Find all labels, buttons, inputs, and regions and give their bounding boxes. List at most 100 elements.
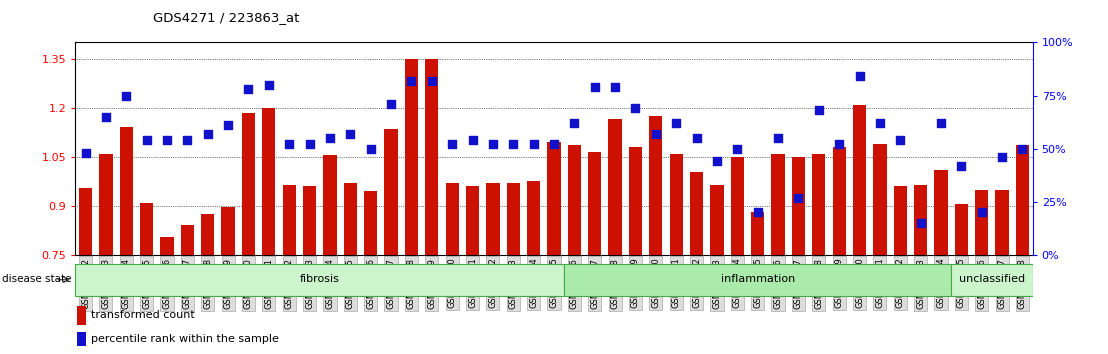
Point [545,142,563,147]
Text: fibrosis: fibrosis [300,274,340,284]
Bar [161,237,174,255]
Point [219,122,237,128]
Bar [771,154,784,255]
Bar [527,181,541,255]
Text: transformed count: transformed count [91,310,195,320]
Bar [873,144,886,255]
Bar [1016,145,1029,255]
Bar [263,108,276,255]
Point [260,82,278,88]
Text: percentile rank within the sample: percentile rank within the sample [91,334,279,344]
Bar [955,204,968,255]
Point [728,146,746,152]
Text: inflammation: inflammation [720,274,794,284]
Bar [547,142,561,255]
Text: disease state: disease state [2,274,72,284]
Bar [751,212,765,255]
Bar [995,189,1008,255]
Bar [202,214,214,255]
Bar [343,183,357,255]
Point [830,142,848,147]
Point [586,84,604,90]
Bar [78,306,85,325]
Point [198,131,216,137]
Point [606,84,624,90]
Point [790,195,808,200]
Bar [894,186,906,255]
Point [565,120,583,126]
Bar [384,129,398,255]
Point [423,78,441,84]
Point [627,105,645,111]
Bar [181,225,194,255]
Point [871,120,889,126]
Bar [242,113,255,255]
Point [98,114,115,120]
Text: unclassified: unclassified [958,274,1025,284]
Bar [404,59,418,255]
Bar [425,59,439,255]
Point [749,210,767,215]
Bar [934,170,947,255]
Bar [832,147,845,255]
Text: GDS4271 / 223863_at: GDS4271 / 223863_at [153,11,299,24]
Bar [853,104,866,255]
Bar [690,172,704,255]
Bar [710,185,724,255]
Point [504,142,522,147]
Point [402,78,420,84]
Point [851,74,869,79]
Point [321,135,339,141]
Point [769,135,787,141]
Bar [951,264,1033,296]
Bar [75,264,564,296]
Point [239,86,257,92]
Bar [283,185,296,255]
Bar [669,154,683,255]
Point [973,210,991,215]
Point [647,131,665,137]
Bar [730,157,743,255]
Bar [79,188,92,255]
Bar [324,155,337,255]
Point [117,93,135,98]
Point [892,137,910,143]
Bar [222,207,235,255]
Point [953,163,971,169]
Point [484,142,502,147]
Bar [78,332,85,347]
Point [1014,146,1032,152]
Point [993,154,1010,160]
Bar [302,186,316,255]
Point [280,142,298,147]
Bar [506,183,520,255]
Point [810,108,828,113]
Point [137,137,155,143]
Point [178,137,196,143]
Bar [629,147,643,255]
Bar [649,116,663,255]
Point [463,137,481,143]
Bar [588,152,602,255]
Bar [465,186,479,255]
Bar [140,202,153,255]
Point [708,159,726,164]
Bar [608,119,622,255]
Point [341,131,359,137]
Bar [564,264,951,296]
Bar [100,154,113,255]
Bar [120,127,133,255]
Point [667,120,685,126]
Point [76,150,94,156]
Bar [975,189,988,255]
Point [443,142,461,147]
Bar [365,191,378,255]
Point [525,142,543,147]
Bar [914,185,927,255]
Bar [812,154,825,255]
Point [362,146,380,152]
Point [158,137,176,143]
Point [912,220,930,226]
Bar [792,157,806,255]
Bar [445,183,459,255]
